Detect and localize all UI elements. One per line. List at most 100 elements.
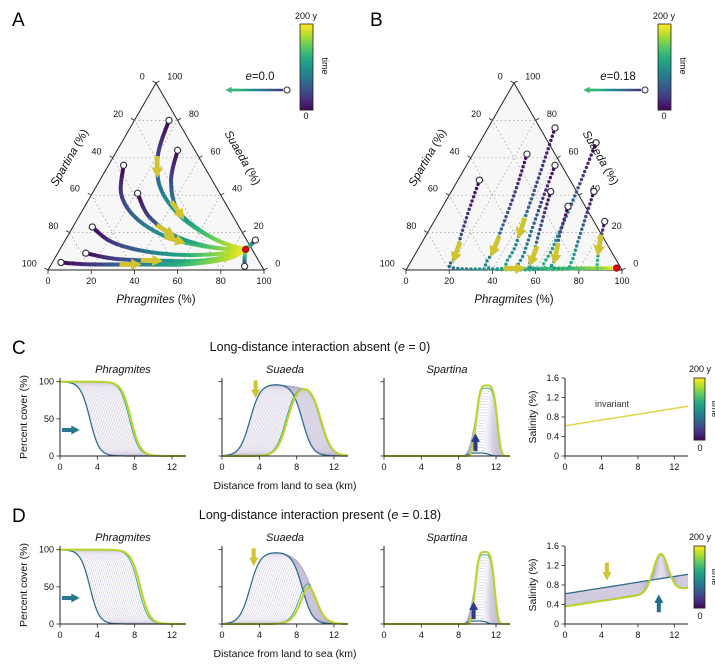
trajectory-start-marker	[475, 176, 484, 184]
direction-arrow	[527, 245, 540, 267]
tick-label: 40	[129, 276, 139, 286]
tick-label: 100	[256, 276, 271, 286]
tick-label: 80	[406, 221, 416, 231]
percent-cover-axis-label: Percent cover (%)	[18, 543, 30, 627]
tick-label: 4	[257, 462, 262, 472]
tick-label: 100	[380, 259, 395, 269]
panel-a-ternary-plot: 0 0 0 20 20 20 40 40 40 60 60 60 80 80 80 100 100 100	[22, 23, 314, 287]
tick-label: 0	[49, 619, 54, 629]
e-symbol: e	[245, 71, 251, 83]
colorbar-min-label: 0	[697, 611, 702, 621]
phragmites-axis-label: Phragmites (%)	[116, 294, 195, 306]
direction-arrow	[471, 433, 480, 452]
start-state-marker	[283, 86, 291, 94]
tick-label: 1.2	[546, 393, 559, 403]
trajectory-start-marker	[592, 139, 600, 147]
tick-label: 4	[599, 630, 604, 640]
colorbar-axis-label: time	[710, 400, 715, 417]
trajectory-start-marker	[251, 236, 260, 244]
tick-label: 8	[635, 462, 640, 472]
panel-a-label: A	[12, 10, 25, 31]
panel-d-title: Long-distance interaction present (e = 0…	[199, 508, 441, 522]
subplot-phragmites: 0 4 8 12 0 50 100	[39, 545, 186, 640]
tick-label: 0	[562, 630, 567, 640]
direction-arrow	[583, 86, 597, 94]
tick-label: 100	[167, 72, 182, 82]
tick-label: 100	[22, 259, 37, 269]
tick-label: 0	[562, 462, 567, 472]
trajectory-start-marker	[551, 124, 559, 132]
species-name: Suaeda	[580, 129, 610, 169]
ternary-tick-labels: 0 0 0 20 20 20 40 40 40 60 60 60 80 80 80 100 100 100	[22, 72, 281, 287]
time-colorbar	[657, 23, 672, 111]
tick-label: 60	[70, 184, 80, 194]
direction-arrow	[61, 425, 80, 435]
unit: (%)	[599, 163, 620, 187]
tick-label: 100	[39, 545, 54, 555]
tick-label: 40	[450, 146, 460, 156]
tick-label: 20	[113, 109, 123, 119]
trajectory-start-marker	[590, 187, 598, 196]
tick-label: 20	[254, 221, 264, 231]
colorbar-min-label: 0	[661, 111, 666, 121]
tick-label: 100	[525, 72, 540, 82]
species-name: Phragmites	[474, 294, 532, 306]
tick-label: 0	[57, 630, 62, 640]
suaeda-axis-label: Suaeda (%)	[222, 129, 263, 188]
time-colorbar	[693, 545, 706, 609]
tick-label: 0.4	[546, 432, 559, 442]
tick-label: 1.6	[546, 541, 559, 551]
direction-arrow	[550, 242, 562, 265]
trajectory-start-marker	[165, 116, 173, 125]
panel-d-label: D	[12, 506, 26, 527]
tick-label: 0	[140, 72, 145, 82]
distance-axis-label: Distance from land to sea (km)	[214, 648, 357, 660]
tick-label: 60	[568, 146, 578, 156]
tick-label: 60	[173, 276, 183, 286]
tick-label: 12	[329, 462, 339, 472]
tick-label: 8	[456, 462, 461, 472]
unit: (%)	[70, 127, 91, 151]
colorbar-max-label: 200 y	[689, 364, 712, 374]
colorbar-min-label: 0	[697, 443, 702, 453]
tick-label: 8	[132, 462, 137, 472]
panel-b-e-parameter: e=0.18	[600, 71, 636, 83]
tick-label: 0	[554, 451, 559, 461]
tick-label: 1.2	[546, 561, 559, 571]
direction-arrow	[489, 235, 502, 257]
trajectory-start-marker	[119, 161, 128, 169]
tick-label: 50	[44, 414, 54, 424]
direction-arrow	[169, 200, 185, 220]
colorbar-max-label: 200 y	[689, 532, 712, 542]
subplot-suaeda: 0 4 8 12	[218, 378, 349, 472]
ternary-frame	[405, 82, 623, 271]
tick-label: 80	[574, 276, 584, 286]
e-symbol: e	[398, 340, 405, 354]
direction-arrow	[61, 593, 80, 603]
tick-label: 12	[167, 462, 177, 472]
tick-label: 0	[57, 462, 62, 472]
curve-family	[59, 380, 186, 458]
time-colorbar	[693, 377, 706, 441]
colorbar-axis-label: time	[678, 57, 688, 74]
e-value: =0.0	[252, 71, 275, 83]
unit: (%)	[241, 163, 262, 187]
tick-label: 0.8	[546, 580, 559, 590]
spartina-axis-label: Spartina (%)	[407, 127, 449, 189]
trajectory-start-marker	[547, 187, 555, 196]
e-symbol: e	[600, 71, 606, 83]
tick-label: 8	[294, 630, 299, 640]
curve-family	[384, 384, 510, 458]
direction-arrow	[151, 155, 163, 179]
title-post: = 0)	[405, 340, 430, 354]
tick-label: 0.8	[546, 412, 559, 422]
trajectory-start-marker	[57, 258, 65, 267]
trajectory-start-marker	[173, 146, 182, 154]
time-direction-legend	[583, 86, 649, 94]
subplot-salinity: 0 4 8 12 0 0.4 0.8 1.2 1.6	[546, 373, 689, 472]
time-direction-legend	[225, 86, 291, 94]
direction-arrow	[249, 548, 259, 567]
